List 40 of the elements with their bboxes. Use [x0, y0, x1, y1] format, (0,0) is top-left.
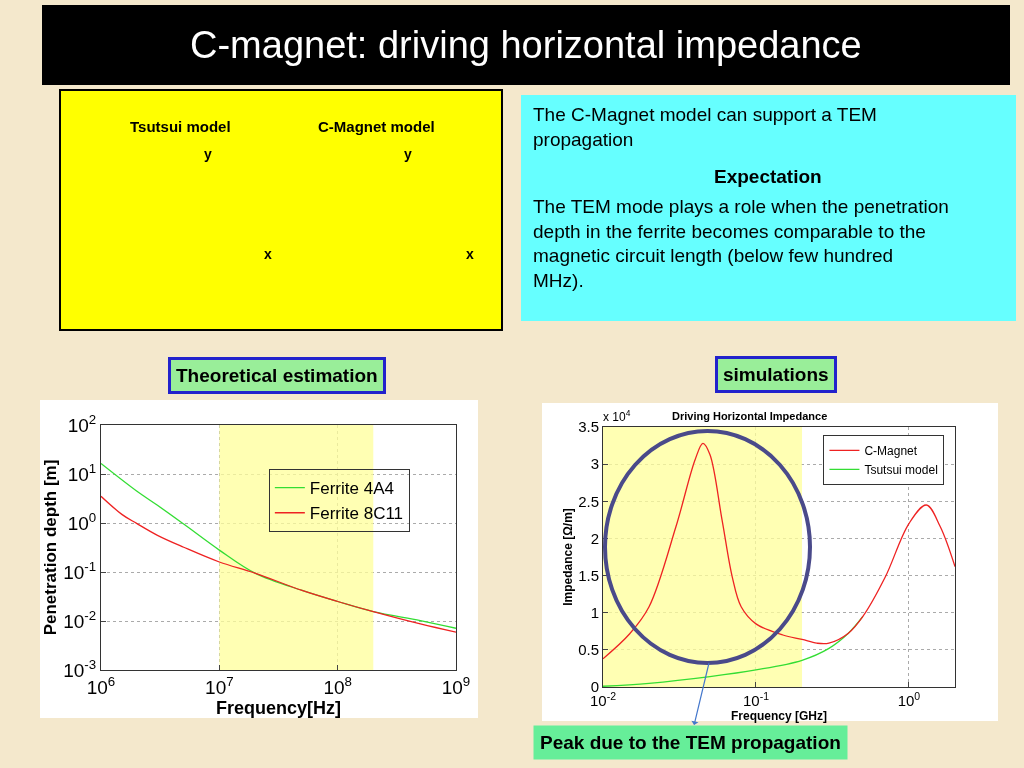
y-tick-label: 10$^{0}$	[67, 509, 97, 534]
x-tick-label: 10$^{7}$	[205, 673, 234, 698]
x-tick-label: 10$^{-1}$	[742, 689, 770, 709]
y-tick-label: 2	[590, 529, 599, 547]
y-axis-title: Penetration depth [m]	[40, 459, 60, 636]
chart-subtitle: Theoretical estimation	[176, 365, 378, 386]
chart-title: Driving Horizontal Impedance	[672, 410, 828, 422]
x-tick-label: 10$^{8}$	[323, 673, 352, 698]
y-tick-label: 3.5	[578, 418, 599, 436]
y-tick-label: 2.5	[578, 492, 599, 510]
y-tick-label: 0.5	[578, 641, 599, 659]
y-tick-label: 1.5	[578, 566, 599, 584]
x-tick-label: 10$^{9}$	[441, 673, 471, 698]
text: y	[204, 146, 212, 162]
text: x	[264, 246, 272, 262]
y-tick-label: 10$^{2}$	[67, 411, 97, 436]
text: Expectation	[714, 166, 822, 187]
text: Tsutsui model	[130, 118, 231, 135]
text: C-magnet: driving horizontal impedance	[190, 24, 862, 66]
text: y	[404, 146, 412, 162]
y-tick-label: 10$^{-2}$	[63, 607, 97, 632]
legend-label: Ferrite 4A4	[309, 479, 394, 499]
y-tick-label: 10$^{-1}$	[63, 558, 97, 583]
legend-label: Tsutsui model	[864, 462, 938, 477]
x-axis-title: Frequency[Hz]	[215, 697, 342, 718]
text: The C-Magnet model can support a TEM propagation	[533, 104, 877, 150]
text: The TEM mode plays a role when the penetration depth in the ferrite becomes comparable to the magnetic circuit length (below few hundred MHz).	[533, 196, 949, 292]
y-tick-label: 1	[590, 603, 599, 621]
y-axis-title: Impedance [Ω/m]	[561, 508, 576, 606]
text: x 10$^{4}$	[603, 408, 631, 425]
y-tick-label: 10$^{1}$	[67, 460, 97, 485]
legend-label: Ferrite 8C11	[309, 504, 404, 524]
x-tick-label: 10$^{0}$	[897, 689, 921, 709]
x-axis-title: Frequency [GHz]	[730, 709, 828, 723]
chart-subtitle: simulations	[723, 364, 829, 385]
text: C-Magnet model	[318, 118, 435, 135]
text: Peak due to the TEM propagation	[540, 732, 841, 753]
legend-label: C-Magnet	[864, 443, 918, 458]
y-tick-label: 3	[590, 455, 599, 473]
text: x	[466, 246, 474, 262]
